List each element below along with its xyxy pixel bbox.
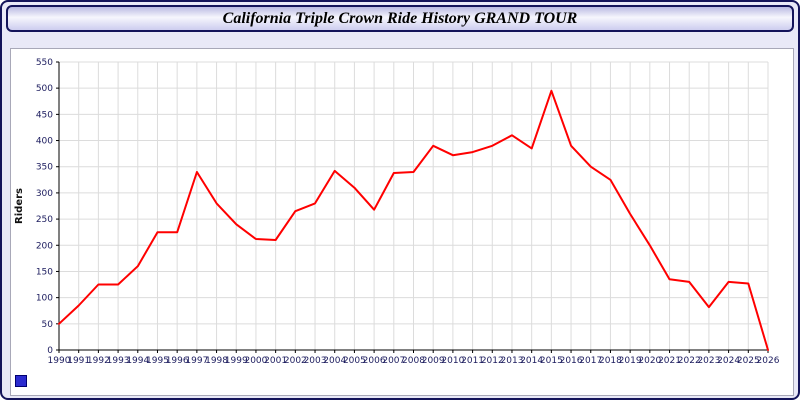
chart-title: California Triple Crown Ride History GRA… [222,9,578,27]
x-tick-label: 2004 [323,356,346,366]
x-tick-label: 1995 [146,356,169,366]
chart-grid [58,61,769,351]
x-tick-label: 2019 [619,356,642,366]
x-tick-label: 2005 [343,356,366,366]
x-tick-label: 1994 [126,356,149,366]
y-tick-label: 500 [36,84,53,94]
x-tick-label: 2003 [304,356,327,366]
y-tick-label: 200 [36,241,53,251]
x-tick-label: 2012 [481,356,504,366]
x-tick-label: 2014 [520,356,543,366]
y-tick-label: 450 [36,110,53,120]
x-tick-label: 2008 [402,356,425,366]
x-tick-label: 2011 [461,356,484,366]
chart-panel: 1990 1991 1992 1993 1994 1995 1996 1997 1998 1999… [10,48,794,396]
x-tick-label: 2013 [501,356,524,366]
y-tick-label: 0 [47,346,53,356]
x-tick-label: 2022 [678,356,701,366]
x-tick-label: 2021 [658,356,681,366]
blue-square-icon [15,375,27,387]
x-tick-label: 1998 [205,356,228,366]
x-tick-label: 1997 [185,356,208,366]
riders-line-chart: 1990199119921993199419951996199719981999… [14,58,780,366]
y-tick-label: 100 [36,294,53,304]
x-tick-label: 1999 [225,356,248,366]
x-tick-label: 1990 [48,356,71,366]
x-tick-label: 2020 [638,356,661,366]
y-tick-label: 50 [42,320,54,330]
y-tick-label: 250 [36,215,53,225]
x-tick-label: 1993 [107,356,130,366]
x-tick-label: 2016 [560,356,583,366]
x-tick-label: 2007 [382,356,405,366]
x-tick-label: 2002 [284,356,307,366]
x-tick-label: 2025 [737,356,760,366]
x-tick-label: 2015 [540,356,563,366]
x-tick-label: 2024 [717,356,740,366]
y-axis-title: Riders [14,188,25,224]
axis-ticks [56,61,769,353]
y-tick-label: 350 [36,163,53,173]
x-tick-label: 2009 [422,356,445,366]
y-tick-label: 300 [36,189,53,199]
x-tick-label: 1996 [166,356,189,366]
x-tick-label: 2023 [697,356,720,366]
x-tick-label: 2006 [363,356,386,366]
data-line [58,89,769,351]
window-title-bar[interactable]: California Triple Crown Ride History GRA… [6,5,794,32]
x-tick-label: 2010 [441,356,464,366]
x-tick-label: 2026 [757,356,780,366]
axis-labels: 1990199119921993199419951996199719981999… [36,58,780,366]
y-tick-label: 150 [36,267,53,277]
x-tick-label: 1991 [67,356,90,366]
x-tick-label: 2017 [579,356,602,366]
x-tick-label: 2000 [244,356,267,366]
x-tick-label: 1992 [87,356,110,366]
x-tick-label: 2001 [264,356,287,366]
x-tick-label: 2018 [599,356,622,366]
y-tick-label: 400 [36,137,53,147]
y-tick-label: 550 [36,58,53,68]
